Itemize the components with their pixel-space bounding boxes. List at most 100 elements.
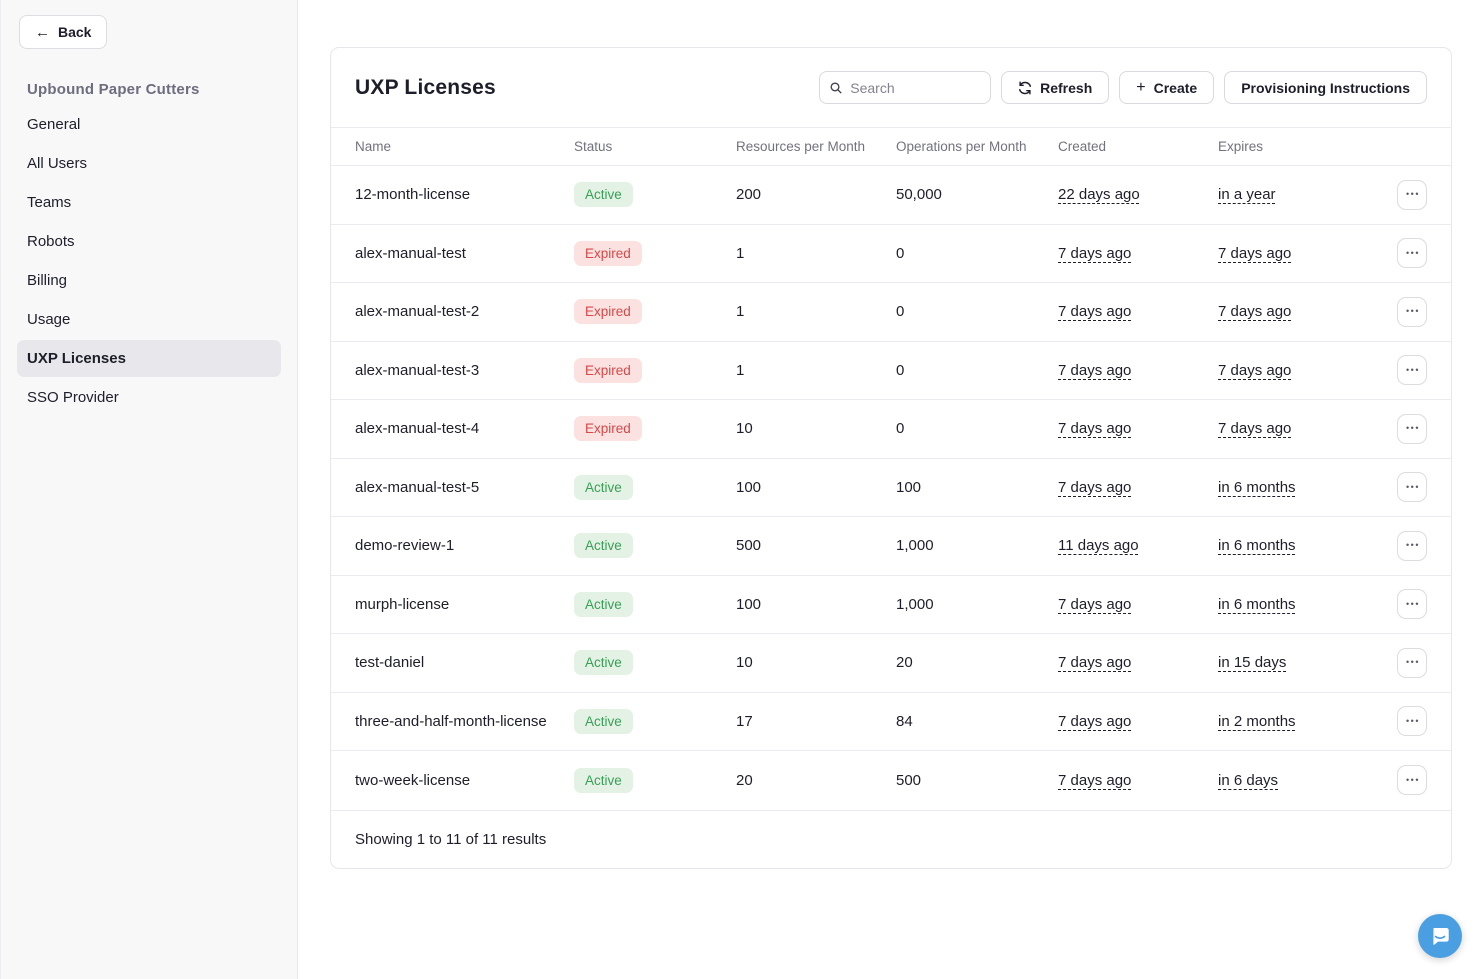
status-cell: Expired <box>574 357 736 383</box>
created-value[interactable]: 7 days ago <box>1058 303 1132 321</box>
created-cell: 7 days ago <box>1058 713 1218 730</box>
expires-cell: in 6 months <box>1218 479 1391 496</box>
row-actions-button[interactable]: ••• <box>1397 238 1427 269</box>
back-button[interactable]: ← Back <box>19 15 108 49</box>
sidebar-item-teams[interactable]: Teams <box>27 194 72 211</box>
created-value[interactable]: 11 days ago <box>1058 537 1139 555</box>
row-actions-button[interactable]: ••• <box>1397 706 1427 737</box>
expires-value[interactable]: in 6 months <box>1218 537 1296 555</box>
license-name-cell: alex-manual-test-2 <box>355 303 574 320</box>
operations-value: 0 <box>896 244 905 262</box>
expires-value[interactable]: in 15 days <box>1218 654 1287 672</box>
resources-cell: 200 <box>736 186 896 203</box>
created-cell: 7 days ago <box>1058 479 1218 496</box>
created-value[interactable]: 22 days ago <box>1058 186 1140 204</box>
license-name-cell: alex-manual-test <box>355 245 574 262</box>
expires-cell: 7 days ago <box>1218 362 1391 379</box>
created-cell: 7 days ago <box>1058 772 1218 789</box>
actions-cell: ••• <box>1391 296 1427 327</box>
row-actions-button[interactable]: ••• <box>1397 765 1427 796</box>
provisioning-instructions-button[interactable]: Provisioning Instructions <box>1224 71 1427 104</box>
expires-value[interactable]: 7 days ago <box>1218 361 1292 379</box>
expires-value[interactable]: 7 days ago <box>1218 420 1292 438</box>
expires-value[interactable]: 7 days ago <box>1218 303 1292 321</box>
resources-cell: 1 <box>736 362 896 379</box>
sidebar-item-usage[interactable]: Usage <box>27 311 71 328</box>
operations-cell: 0 <box>896 362 1058 379</box>
sidebar-item-billing[interactable]: Billing <box>27 272 68 289</box>
expires-value[interactable]: in a year <box>1218 186 1276 204</box>
operations-value: 0 <box>896 303 905 321</box>
resources-value: 20 <box>736 771 753 789</box>
row-actions-button[interactable]: ••• <box>1397 355 1427 386</box>
license-name-cell: murph-license <box>355 596 574 613</box>
row-actions-button[interactable]: ••• <box>1397 179 1427 210</box>
actions-cell: ••• <box>1391 706 1427 737</box>
ellipsis-icon: ••• <box>1406 189 1420 200</box>
status-badge: Active <box>574 533 633 559</box>
row-actions-button[interactable]: ••• <box>1397 472 1427 503</box>
refresh-button[interactable]: Refresh <box>1001 71 1110 104</box>
toolbar: Refresh + Create Provisioning Instructio… <box>819 71 1427 104</box>
created-cell: 7 days ago <box>1058 245 1218 262</box>
sidebar-item-robots[interactable]: Robots <box>27 233 75 250</box>
license-name-cell: alex-manual-test-4 <box>355 420 574 437</box>
expires-value[interactable]: in 2 months <box>1218 712 1296 730</box>
sidebar-item-all-users[interactable]: All Users <box>27 155 88 172</box>
search-input[interactable] <box>850 79 981 96</box>
create-button[interactable]: + Create <box>1119 71 1215 104</box>
resources-cell: 100 <box>736 479 896 496</box>
operations-value: 20 <box>896 654 913 672</box>
sidebar-item-uxp-licenses[interactable]: UXP Licenses <box>17 340 281 377</box>
license-name: alex-manual-test-4 <box>355 420 480 438</box>
operations-cell: 100 <box>896 479 1058 496</box>
expires-value[interactable]: 7 days ago <box>1218 244 1292 262</box>
license-name: demo-review-1 <box>355 537 455 555</box>
ellipsis-icon: ••• <box>1406 774 1420 785</box>
license-name-cell: three-and-half-month-license <box>355 713 574 730</box>
org-name: Upbound Paper Cutters <box>27 81 200 98</box>
status-badge: Active <box>574 591 633 617</box>
expires-value[interactable]: in 6 days <box>1218 771 1279 789</box>
column-header-name: Name <box>355 139 392 154</box>
created-cell: 7 days ago <box>1058 596 1218 613</box>
expires-value[interactable]: in 6 months <box>1218 595 1296 613</box>
expires-value[interactable]: in 6 months <box>1218 478 1296 496</box>
license-name: 12-month-license <box>355 186 471 204</box>
created-cell: 7 days ago <box>1058 654 1218 671</box>
operations-cell: 1,000 <box>896 596 1058 613</box>
status-badge: Active <box>574 182 633 208</box>
actions-cell: ••• <box>1391 238 1427 269</box>
created-value[interactable]: 7 days ago <box>1058 361 1132 379</box>
status-cell: Active <box>574 767 736 793</box>
license-name-cell: alex-manual-test-5 <box>355 479 574 496</box>
created-value[interactable]: 7 days ago <box>1058 595 1132 613</box>
row-actions-button[interactable]: ••• <box>1397 296 1427 327</box>
operations-cell: 500 <box>896 772 1058 789</box>
created-cell: 7 days ago <box>1058 303 1218 320</box>
created-value[interactable]: 7 days ago <box>1058 712 1132 730</box>
row-actions-button[interactable]: ••• <box>1397 589 1427 620</box>
row-actions-button[interactable]: ••• <box>1397 530 1427 561</box>
operations-cell: 50,000 <box>896 186 1058 203</box>
created-value[interactable]: 7 days ago <box>1058 478 1132 496</box>
created-value[interactable]: 7 days ago <box>1058 654 1132 672</box>
chat-launcher-button[interactable] <box>1418 914 1462 958</box>
row-actions-button[interactable]: ••• <box>1397 413 1427 444</box>
sidebar-item-general[interactable]: General <box>27 116 81 133</box>
status-badge: Active <box>574 474 633 500</box>
created-value[interactable]: 7 days ago <box>1058 771 1132 789</box>
created-value[interactable]: 7 days ago <box>1058 244 1132 262</box>
row-actions-button[interactable]: ••• <box>1397 647 1427 678</box>
actions-cell: ••• <box>1391 355 1427 386</box>
resources-cell: 20 <box>736 772 896 789</box>
expires-cell: 7 days ago <box>1218 303 1391 320</box>
search-box[interactable] <box>819 71 992 104</box>
operations-value: 100 <box>896 478 922 496</box>
status-cell: Active <box>574 650 736 676</box>
operations-cell: 0 <box>896 303 1058 320</box>
license-name: alex-manual-test-5 <box>355 478 480 496</box>
operations-cell: 0 <box>896 245 1058 262</box>
sidebar-item-sso-provider[interactable]: SSO Provider <box>27 389 119 406</box>
created-value[interactable]: 7 days ago <box>1058 420 1132 438</box>
